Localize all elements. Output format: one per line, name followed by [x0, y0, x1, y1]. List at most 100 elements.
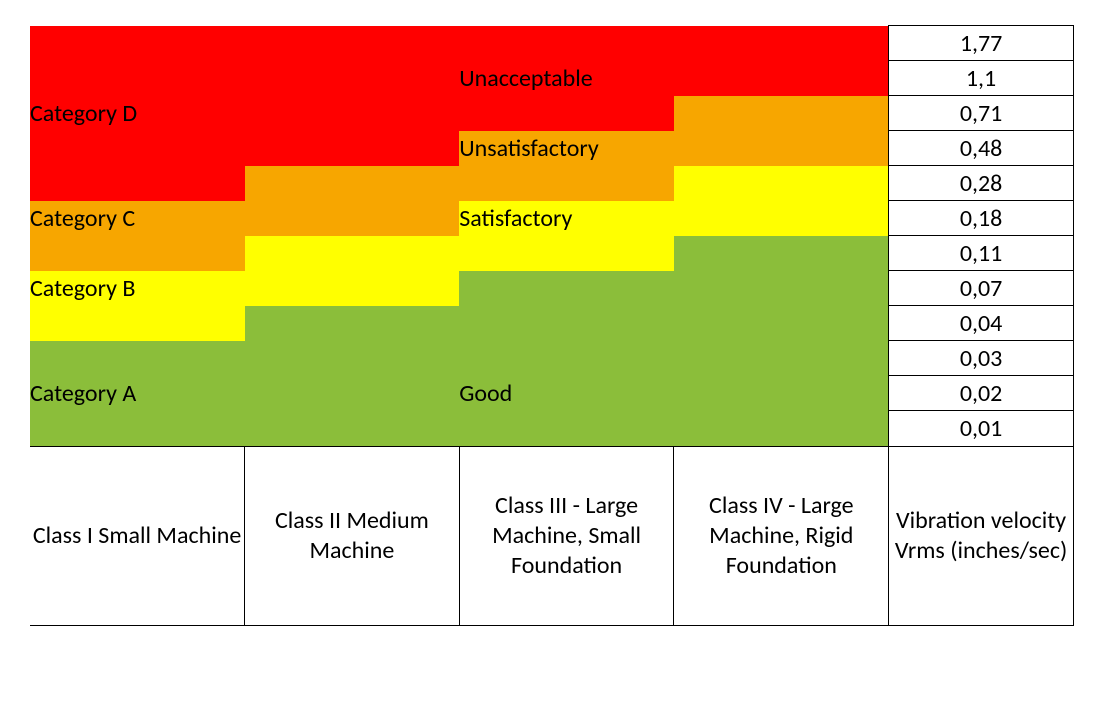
color-cell	[781, 306, 888, 341]
color-cell	[245, 96, 352, 131]
color-cell	[459, 341, 566, 376]
category-label-D: Category D	[30, 96, 245, 131]
color-cell	[674, 61, 781, 96]
color-cell	[459, 411, 566, 447]
color-cell	[352, 166, 459, 201]
status-label-good: Good	[459, 376, 674, 411]
color-cell	[781, 26, 888, 61]
footer-cell-col5: Vibration velocity Vrms (inches/sec)	[889, 446, 1074, 625]
chart-row: 0,11	[30, 236, 1074, 271]
color-cell	[674, 201, 781, 236]
color-cell	[674, 341, 781, 376]
color-cell	[30, 61, 137, 96]
color-cell	[137, 26, 244, 61]
status-label-unacceptable: Unacceptable	[459, 61, 674, 96]
vibration-severity-chart: 1,77 Unacceptable 1,1Category D 0,71 Uns…	[30, 25, 1074, 626]
chart-row: Category B 0,07	[30, 271, 1074, 306]
color-cell	[352, 61, 459, 96]
footer-row: Class I Small MachineClass II Medium Mac…	[30, 446, 1074, 625]
color-cell	[245, 131, 352, 166]
value-cell: 0,07	[889, 271, 1074, 306]
value-cell: 1,77	[889, 26, 1074, 61]
color-cell	[459, 96, 566, 131]
color-cell	[245, 201, 352, 236]
value-cell: 0,11	[889, 236, 1074, 271]
color-cell	[352, 201, 459, 236]
color-cell	[245, 26, 352, 61]
color-cell	[137, 411, 244, 447]
category-label-A: Category A	[30, 376, 245, 411]
color-cell	[459, 306, 566, 341]
color-cell	[674, 271, 781, 306]
color-cell	[30, 236, 137, 271]
chart-row: 0,04	[30, 306, 1074, 341]
color-cell	[567, 411, 674, 447]
status-label-satisfactory: Satisfactory	[459, 201, 674, 236]
color-cell	[352, 96, 459, 131]
chart-row: 0,03	[30, 341, 1074, 376]
color-cell	[781, 411, 888, 447]
color-cell	[781, 96, 888, 131]
color-cell	[30, 341, 137, 376]
color-cell	[352, 341, 459, 376]
value-cell: 0,48	[889, 131, 1074, 166]
color-cell	[245, 271, 352, 306]
value-cell: 0,04	[889, 306, 1074, 341]
value-cell: 0,02	[889, 376, 1074, 411]
color-cell	[674, 376, 781, 411]
color-cell	[245, 236, 352, 271]
category-label-B: Category B	[30, 271, 245, 306]
color-cell	[352, 236, 459, 271]
chart-row: 1,77	[30, 26, 1074, 61]
color-cell	[567, 166, 674, 201]
footer-cell-col1: Class I Small Machine	[30, 446, 245, 625]
value-cell: 0,71	[889, 96, 1074, 131]
footer-cell-col3: Class III - Large Machine, Small Foundat…	[459, 446, 674, 625]
color-cell	[674, 166, 781, 201]
color-cell	[352, 271, 459, 306]
color-cell	[352, 26, 459, 61]
color-cell	[674, 236, 781, 271]
color-cell	[352, 376, 459, 411]
color-cell	[781, 271, 888, 306]
color-cell	[674, 96, 781, 131]
chart-row: 0,01	[30, 411, 1074, 447]
color-cell	[781, 61, 888, 96]
color-cell	[674, 131, 781, 166]
footer-cell-col2: Class II Medium Machine	[245, 446, 460, 625]
color-cell	[781, 201, 888, 236]
color-cell	[567, 306, 674, 341]
value-cell: 1,1	[889, 61, 1074, 96]
color-cell	[137, 341, 244, 376]
color-cell	[30, 26, 137, 61]
color-cell	[567, 341, 674, 376]
color-cell	[567, 271, 674, 306]
value-cell: 0,03	[889, 341, 1074, 376]
color-cell	[30, 166, 137, 201]
value-cell: 0,28	[889, 166, 1074, 201]
color-cell	[245, 411, 352, 447]
value-cell: 0,18	[889, 201, 1074, 236]
color-cell	[781, 341, 888, 376]
color-cell	[352, 411, 459, 447]
color-cell	[459, 166, 566, 201]
color-cell	[567, 96, 674, 131]
color-cell	[137, 166, 244, 201]
color-cell	[567, 236, 674, 271]
category-label-C: Category C	[30, 201, 245, 236]
chart-row: Unsatisfactory 0,48	[30, 131, 1074, 166]
color-cell	[459, 236, 566, 271]
color-cell	[459, 271, 566, 306]
chart-row: Category D 0,71	[30, 96, 1074, 131]
status-label-unsatisfactory: Unsatisfactory	[459, 131, 674, 166]
color-cell	[137, 306, 244, 341]
color-cell	[30, 411, 137, 447]
chart-row: Category C Satisfactory 0,18	[30, 201, 1074, 236]
color-cell	[30, 306, 137, 341]
color-cell	[245, 306, 352, 341]
color-cell	[781, 166, 888, 201]
color-cell	[137, 236, 244, 271]
color-cell	[137, 131, 244, 166]
color-cell	[245, 341, 352, 376]
color-cell	[674, 411, 781, 447]
